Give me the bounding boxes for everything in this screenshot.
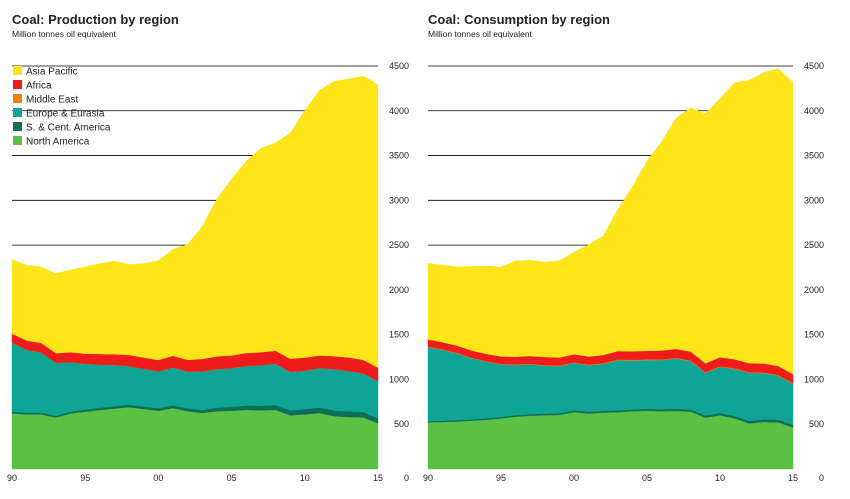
production-chart-title: Coal: Production by region — [12, 12, 179, 27]
consumption-y-tick-label: 500 — [809, 419, 824, 429]
legend-swatch-s-cent-america — [13, 122, 22, 131]
legend-swatch-north-america — [13, 136, 22, 145]
production-x-tick-label: 00 — [153, 473, 163, 483]
production-y-axis: 500 1000 1500 2000 2500 3000 3500 4000 4500 0 — [389, 61, 409, 483]
production-x-tick-label: 10 — [300, 473, 310, 483]
consumption-x-tick-label: 00 — [569, 473, 579, 483]
consumption-y-tick-label: 1500 — [804, 330, 824, 340]
production-x-tick-label: 15 — [373, 473, 383, 483]
consumption-x-tick-label: 90 — [423, 473, 433, 483]
consumption-chart: Coal: Consumption by region Million tonn… — [423, 12, 824, 483]
legend-swatch-middle-east — [13, 94, 22, 103]
production-y-tick-label: 4500 — [389, 61, 409, 71]
production-chart-subtitle: Million tonnes oil equivalent — [12, 29, 117, 39]
consumption-x-tick-label: 15 — [788, 473, 798, 483]
production-x-axis: 90 95 00 05 10 15 — [7, 473, 383, 483]
legend-label-s-cent-america: S. & Cent. America — [26, 123, 111, 134]
consumption-y-tick-label: 3000 — [804, 195, 824, 205]
consumption-x-axis: 90 95 00 05 10 15 — [423, 473, 798, 483]
production-y-tick-label: 500 — [394, 419, 409, 429]
production-area-layers — [11, 75, 379, 470]
consumption-y-tick-label: 3500 — [804, 151, 824, 161]
production-y-tick-label: 3500 — [389, 151, 409, 161]
consumption-chart-title: Coal: Consumption by region — [428, 12, 610, 27]
legend-label-north-america: North America — [26, 137, 90, 148]
consumption-x-tick-label: 05 — [642, 473, 652, 483]
consumption-y-tick-label: 2000 — [804, 285, 824, 295]
production-y-tick-label: 0 — [404, 473, 409, 483]
production-y-tick-label: 3000 — [389, 195, 409, 205]
consumption-x-tick-label: 10 — [715, 473, 725, 483]
consumption-y-tick-label: 4500 — [804, 61, 824, 71]
production-legend: Asia Pacific Africa Middle East Europe & Eu… — [13, 66, 111, 148]
legend-label-africa: Africa — [26, 81, 52, 92]
production-y-tick-label: 2500 — [389, 240, 409, 250]
production-x-tick-label: 05 — [227, 473, 237, 483]
production-y-tick-label: 1500 — [389, 330, 409, 340]
production-y-tick-label: 1000 — [389, 374, 409, 384]
consumption-y-tick-label: 1000 — [804, 374, 824, 384]
consumption-y-axis: 500 1000 1500 2000 2500 3000 3500 4000 4500 0 — [804, 61, 824, 483]
consumption-y-tick-label: 4000 — [804, 106, 824, 116]
consumption-area-asia-pacific — [427, 68, 794, 375]
legend-label-middle-east: Middle East — [26, 95, 78, 106]
consumption-y-tick-label: 2500 — [804, 240, 824, 250]
legend-label-asia-pacific: Asia Pacific — [26, 67, 78, 78]
consumption-chart-subtitle: Million tonnes oil equivalent — [428, 29, 533, 39]
production-area-asia-pacific — [11, 75, 379, 369]
production-chart: Coal: Production by region Million tonne… — [7, 12, 409, 483]
legend-swatch-africa — [13, 80, 22, 89]
production-y-tick-label: 4000 — [389, 106, 409, 116]
production-area-north-america — [11, 407, 379, 470]
legend-swatch-asia-pacific — [13, 66, 22, 75]
consumption-x-tick-label: 95 — [496, 473, 506, 483]
consumption-y-tick-label: 0 — [819, 473, 824, 483]
legend-label-europe-eurasia: Europe & Eurasia — [26, 109, 105, 120]
production-y-tick-label: 2000 — [389, 285, 409, 295]
consumption-area-layers — [427, 68, 794, 470]
production-x-tick-label: 95 — [80, 473, 90, 483]
production-x-tick-label: 90 — [7, 473, 17, 483]
legend-swatch-europe-eurasia — [13, 108, 22, 117]
